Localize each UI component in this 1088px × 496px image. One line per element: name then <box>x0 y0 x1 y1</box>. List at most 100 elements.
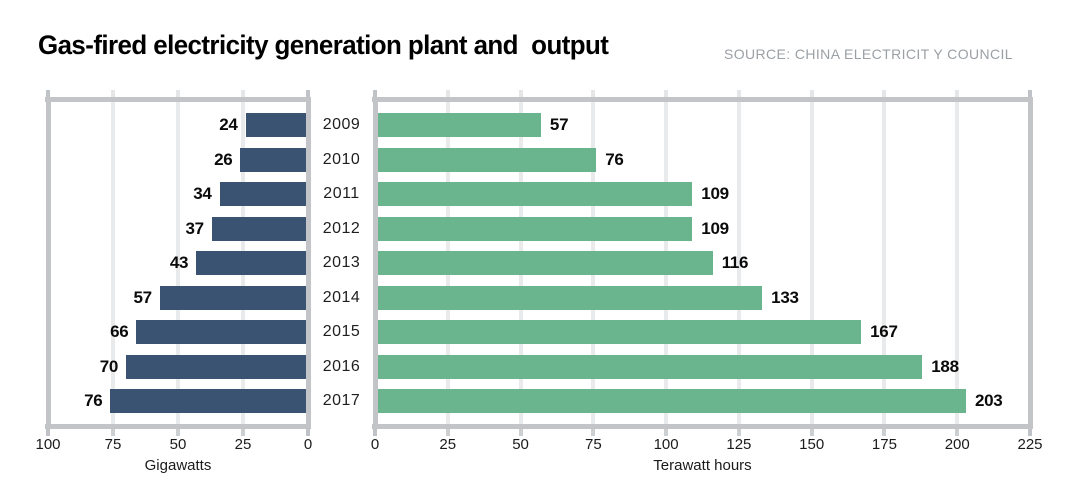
axis-tick-bottom <box>955 429 960 436</box>
value-label-2011: 109 <box>701 184 729 204</box>
bar-2014 <box>159 285 308 310</box>
axis-tick-bottom <box>46 429 50 436</box>
bar-2016 <box>126 354 308 379</box>
axis-tick-top <box>591 90 596 97</box>
axis-frame-left <box>46 97 51 429</box>
value-label-2017: 76 <box>84 391 103 411</box>
axis-tick-bottom <box>1028 429 1032 436</box>
x-tick-label: 200 <box>944 436 970 453</box>
x-axis-title: Gigawatts <box>144 457 212 474</box>
year-label-2011: 2011 <box>323 185 360 203</box>
gridline <box>955 102 960 424</box>
year-label-2016: 2016 <box>322 357 361 375</box>
x-tick-label: 225 <box>1017 436 1043 453</box>
axis-tick-bottom <box>882 429 887 436</box>
value-label-2010: 26 <box>214 149 233 169</box>
bar-2009 <box>245 113 308 137</box>
axis-frame-top <box>45 97 311 102</box>
axis-frame-right <box>1028 97 1033 429</box>
value-label-2014: 57 <box>133 287 152 307</box>
value-label-2012: 37 <box>185 218 204 238</box>
axis-tick-top <box>518 90 523 97</box>
axis-tick-top <box>306 90 310 97</box>
bar-2010 <box>375 147 597 172</box>
axis-tick-bottom <box>373 429 377 436</box>
bar-2017 <box>110 389 308 414</box>
bar-2012 <box>375 216 693 241</box>
x-tick-label: 150 <box>799 436 825 453</box>
x-tick-label: 25 <box>234 436 252 453</box>
axis-tick-top <box>373 90 377 97</box>
page-title: Gas-fired electricity generation plant a… <box>38 30 609 60</box>
axis-tick-bottom <box>664 429 669 436</box>
year-label-2012: 2012 <box>322 219 361 237</box>
bar-2012 <box>211 216 308 241</box>
gridline <box>736 102 741 424</box>
axis-frame-left <box>373 97 378 429</box>
axis-frame-bottom <box>45 424 311 429</box>
value-label-2015: 167 <box>870 322 898 342</box>
axis-tick-top <box>111 90 115 97</box>
bar-2011 <box>375 182 693 207</box>
x-tick-label: 100 <box>653 436 679 453</box>
x-tick-label: 175 <box>871 436 897 453</box>
value-label-2016: 188 <box>931 356 959 376</box>
gridline <box>111 102 115 424</box>
axis-tick-bottom <box>111 429 115 436</box>
axis-tick-bottom <box>518 429 523 436</box>
x-tick-label: 50 <box>169 436 187 453</box>
bar-2015 <box>375 320 862 345</box>
bar-2015 <box>136 320 308 345</box>
bar-2014 <box>375 285 763 310</box>
axis-tick-bottom <box>809 429 814 436</box>
x-axis-title: Terawatt hours <box>653 457 752 474</box>
value-label-2013: 116 <box>721 253 749 273</box>
axis-tick-top <box>445 90 450 97</box>
value-label-2017: 203 <box>974 391 1003 411</box>
bar-2009 <box>375 113 541 137</box>
axis-frame-bottom <box>372 424 1033 429</box>
axis-tick-bottom <box>306 429 310 436</box>
axis-tick-top <box>882 90 887 97</box>
axis-tick-top <box>664 90 669 97</box>
bar-2011 <box>219 182 308 207</box>
axis-frame-right <box>306 97 311 429</box>
axis-tick-top <box>176 90 180 97</box>
value-label-2009: 57 <box>549 115 569 134</box>
year-label-2017: 2017 <box>322 392 361 410</box>
year-label-2013: 2013 <box>322 254 361 272</box>
x-tick-label: 75 <box>584 436 602 453</box>
year-label-2015: 2015 <box>322 323 361 341</box>
axis-tick-bottom <box>176 429 180 436</box>
value-label-2009: 24 <box>219 115 238 134</box>
bar-2010 <box>240 147 308 172</box>
bar-2013 <box>375 251 713 276</box>
bar-2013 <box>196 251 308 276</box>
axis-tick-bottom <box>591 429 596 436</box>
x-tick-label: 125 <box>726 436 752 453</box>
year-label-2009: 2009 <box>322 116 361 133</box>
gridline <box>882 102 887 424</box>
axis-tick-top <box>46 90 50 97</box>
value-label-2013: 43 <box>169 253 189 273</box>
value-label-2014: 133 <box>771 287 799 307</box>
value-label-2012: 109 <box>701 218 729 238</box>
x-tick-label: 75 <box>104 436 122 453</box>
axis-tick-bottom <box>445 429 450 436</box>
axis-frame-top <box>372 97 1033 102</box>
axis-tick-top <box>736 90 741 97</box>
x-tick-label: 100 <box>35 436 61 453</box>
gridline <box>176 102 180 424</box>
year-label-2014: 2014 <box>322 288 361 306</box>
value-label-2015: 66 <box>110 322 129 342</box>
axis-tick-top <box>241 90 245 97</box>
x-tick-label: 0 <box>303 436 313 453</box>
x-tick-label: 50 <box>512 436 529 453</box>
axis-tick-top <box>955 90 960 97</box>
axis-tick-top <box>809 90 814 97</box>
axis-tick-bottom <box>241 429 245 436</box>
value-label-2011: 34 <box>193 184 212 204</box>
axis-tick-top <box>1028 90 1032 97</box>
value-label-2010: 76 <box>605 149 624 169</box>
